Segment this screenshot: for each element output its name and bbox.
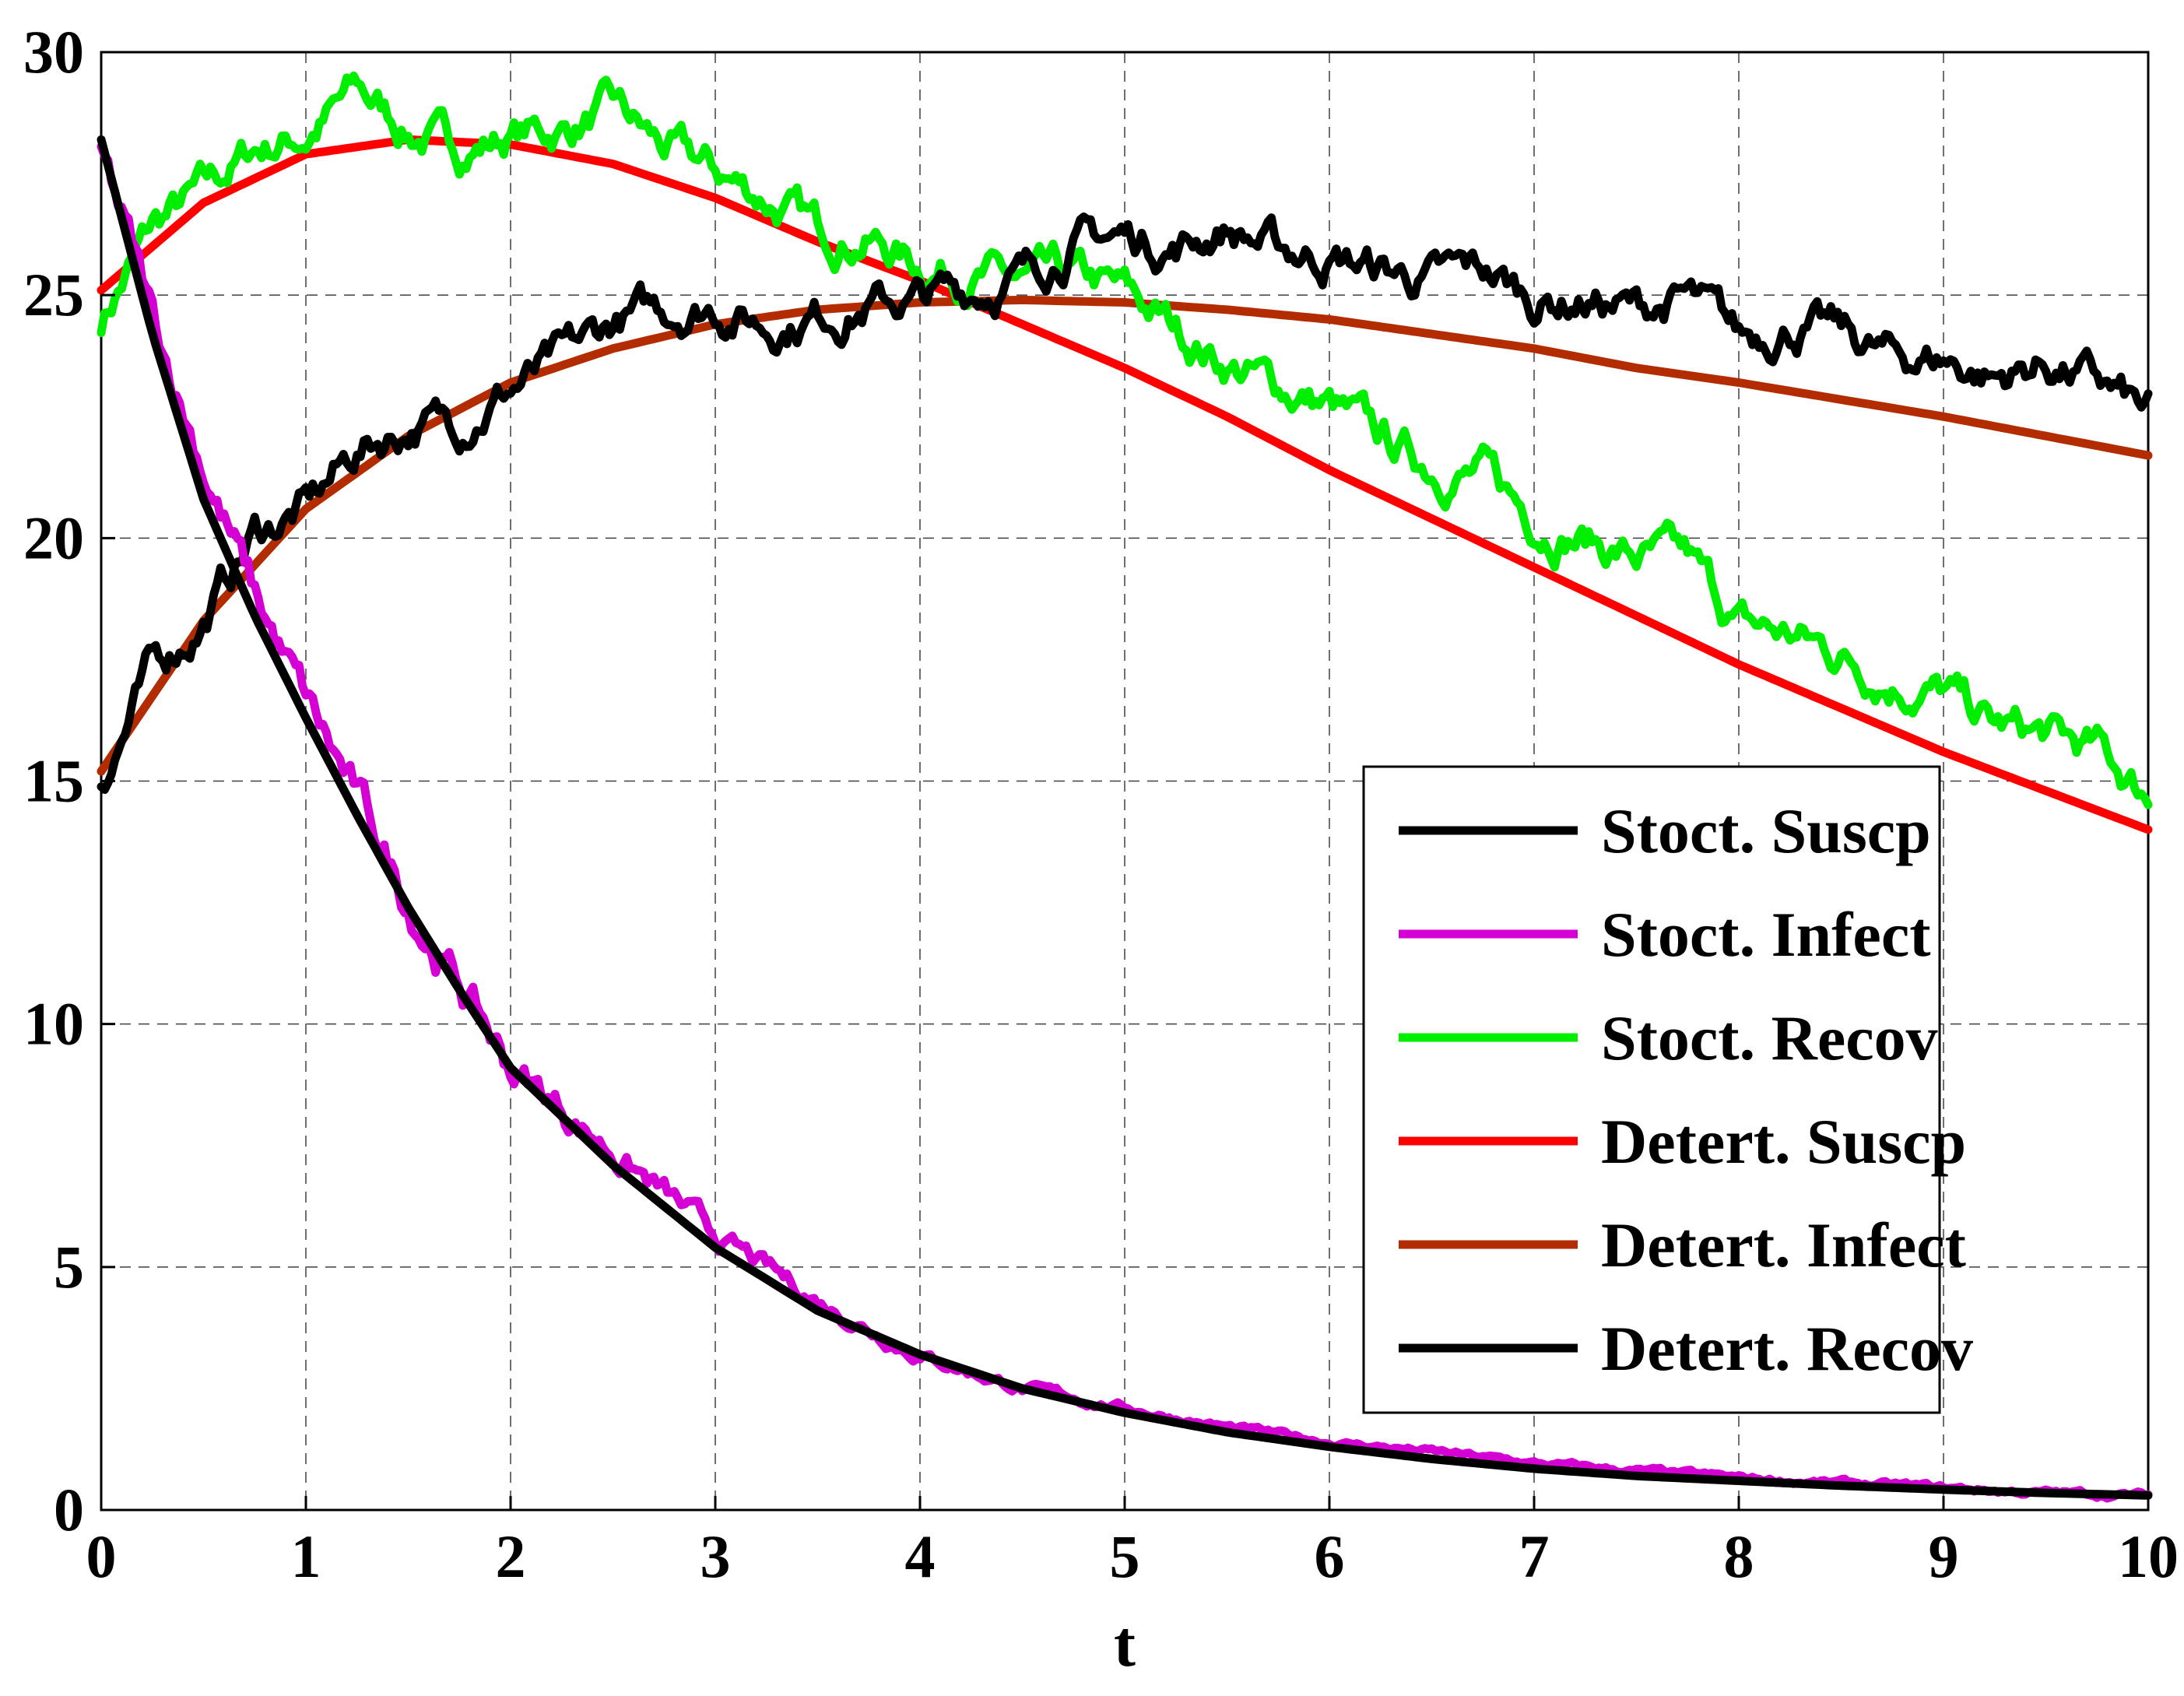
- legend-box: [1362, 765, 1941, 1414]
- x-tick-label: 10: [2118, 1522, 2179, 1590]
- series-group: [97, 71, 2153, 1503]
- x-tick-label: 8: [1724, 1522, 1754, 1590]
- series-line-detert-infect: [97, 295, 2153, 776]
- y-tick-label: 25: [23, 261, 84, 328]
- series-line-stoct-suscp: [97, 212, 2153, 794]
- y-tick-label: 10: [23, 990, 84, 1058]
- series-line-detert-suscp: [97, 135, 2153, 834]
- x-tick-label: 0: [86, 1522, 117, 1590]
- legend-label: Detert. Suscp: [1601, 1106, 1966, 1177]
- series-line-detert-recov: [97, 135, 2153, 1500]
- y-tick-label: 20: [23, 504, 84, 571]
- x-tick-label: 7: [1519, 1522, 1550, 1590]
- legend-label: Stoct. Suscp: [1601, 795, 1931, 866]
- tick-labels: 0 1 2 3 4 5 6 7 8 9 10 0 5 10 15 20 25 30: [23, 18, 2179, 1590]
- legend-label: Stoct. Infect: [1601, 899, 1931, 970]
- y-tick-label: 15: [23, 747, 84, 815]
- y-tick-label: 30: [23, 18, 84, 86]
- x-axis-label: t: [1114, 1608, 1136, 1680]
- legend: Stoct. Suscp Stoct. Infect Stoct. Recov Det…: [1362, 765, 1973, 1414]
- legend-label: Detert. Infect: [1601, 1210, 1966, 1280]
- x-tick-label: 5: [1110, 1522, 1140, 1590]
- series-line-stoct-recov: [97, 71, 2153, 809]
- y-tick-label: 5: [54, 1233, 84, 1301]
- y-tick-label: 0: [54, 1476, 84, 1543]
- legend-label: Stoct. Recov: [1601, 1003, 1938, 1073]
- x-tick-label: 6: [1315, 1522, 1345, 1590]
- legend-label: Detert. Recov: [1601, 1313, 1973, 1384]
- x-tick-label: 2: [496, 1522, 526, 1590]
- x-tick-label: 4: [905, 1522, 936, 1590]
- x-tick-label: 9: [1929, 1522, 1959, 1590]
- x-tick-label: 1: [291, 1522, 321, 1590]
- x-tick-label: 3: [700, 1522, 731, 1590]
